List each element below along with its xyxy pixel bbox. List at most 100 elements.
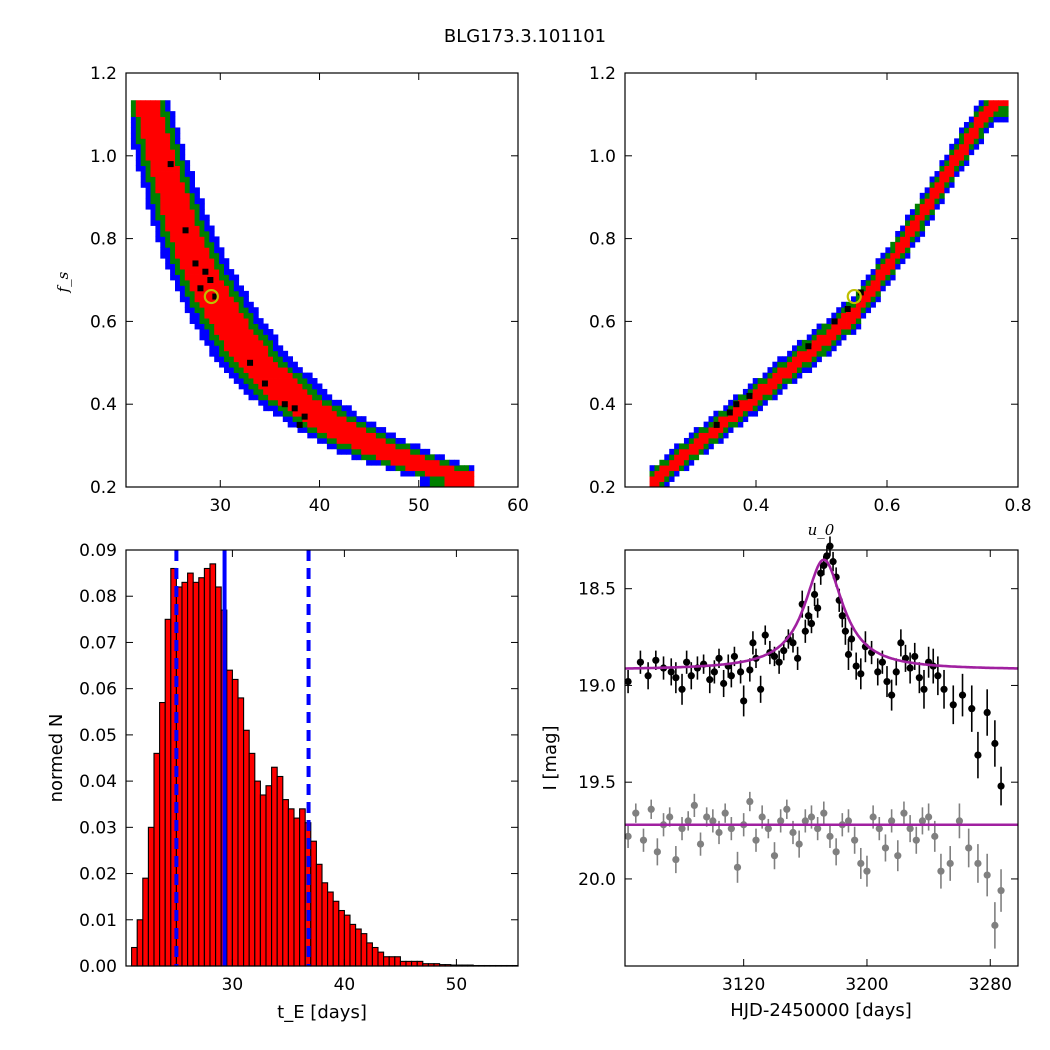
density-cell-outer bbox=[782, 383, 788, 390]
density-cell-inner bbox=[356, 427, 362, 433]
density-cell-outer bbox=[939, 198, 945, 205]
density-cell-mid bbox=[890, 241, 896, 248]
density-cell-inner bbox=[199, 301, 205, 308]
density-cell-mid bbox=[429, 476, 436, 482]
density-cell-outer bbox=[390, 432, 396, 439]
density-cell-inner bbox=[228, 345, 235, 352]
density-cell-mid bbox=[292, 372, 298, 379]
histogram-bar bbox=[416, 960, 424, 967]
histogram-bar bbox=[355, 928, 362, 967]
density-cell-outer bbox=[297, 367, 303, 374]
density-cell-mid bbox=[199, 318, 205, 324]
density-cell-mid bbox=[679, 465, 685, 472]
density-cell-outer bbox=[209, 230, 215, 237]
density-cell-inner bbox=[209, 285, 215, 292]
density-cell-mid bbox=[258, 388, 264, 395]
density-cell-inner bbox=[273, 367, 279, 374]
density-cell-outer bbox=[307, 378, 313, 384]
density-cell-inner bbox=[224, 307, 230, 314]
density-cell-inner bbox=[175, 236, 181, 243]
histogram-bar bbox=[271, 766, 278, 967]
density-cell-inner bbox=[905, 241, 911, 248]
x-tick-label: 60 bbox=[507, 496, 529, 516]
density-cell-inner bbox=[204, 285, 210, 292]
baseline-point bbox=[733, 863, 742, 871]
density-cell-inner bbox=[194, 290, 200, 297]
density-cell-mid bbox=[954, 165, 960, 172]
histogram-bar bbox=[136, 919, 144, 967]
density-cell-outer bbox=[170, 111, 176, 117]
density-cell-outer bbox=[385, 432, 391, 439]
density-cell-inner bbox=[292, 394, 298, 401]
density-cell-inner bbox=[777, 367, 783, 374]
light-curve-panel: 3120 3200 328018.519.019.520.0HJD-2450000 … bbox=[540, 536, 1019, 1021]
density-cell-outer bbox=[806, 334, 813, 341]
density-cell-mid bbox=[919, 225, 926, 232]
density-cell-inner bbox=[165, 214, 171, 221]
density-cell-outer bbox=[900, 225, 906, 232]
density-cell-inner bbox=[189, 214, 195, 221]
density-cell-mid bbox=[767, 372, 773, 379]
density-cell-inner bbox=[674, 465, 680, 472]
density-cell-inner bbox=[184, 192, 191, 199]
density-cell-mid bbox=[160, 230, 166, 237]
density-cell-mid bbox=[713, 416, 719, 423]
density-cell-mid bbox=[752, 383, 759, 390]
density-cell-mid bbox=[170, 132, 176, 139]
density-cell-mid bbox=[870, 296, 876, 303]
density-cell-mid bbox=[782, 378, 788, 384]
density-cell-inner bbox=[268, 388, 274, 395]
density-cell-mid bbox=[988, 116, 994, 123]
density-cell-outer bbox=[674, 443, 680, 450]
density-cell-outer bbox=[184, 171, 191, 177]
density-cell-inner bbox=[811, 345, 817, 352]
density-cell-mid bbox=[302, 378, 308, 384]
density-cell-mid bbox=[400, 465, 406, 472]
density-cell-inner bbox=[184, 230, 191, 237]
x-axis-label: t_E [days] bbox=[277, 1002, 367, 1023]
density-cell-outer bbox=[170, 274, 176, 281]
density-cell-mid bbox=[189, 290, 195, 297]
density-cell-inner bbox=[939, 181, 945, 188]
density-cell-outer bbox=[302, 427, 308, 433]
density-cell-mid bbox=[243, 372, 249, 379]
density-cell-outer bbox=[204, 334, 210, 341]
baseline-point bbox=[807, 813, 816, 821]
density-cell-outer bbox=[772, 394, 778, 401]
density-cell-inner bbox=[160, 171, 166, 177]
density-cell-mid bbox=[326, 399, 333, 406]
magnified-point bbox=[710, 668, 718, 676]
density-cell-mid bbox=[179, 160, 186, 167]
density-cell-inner bbox=[459, 476, 465, 482]
density-cell-outer bbox=[140, 181, 146, 188]
magnified-point bbox=[958, 691, 967, 699]
density-cell-outer bbox=[302, 372, 308, 379]
density-cell-outer bbox=[165, 258, 171, 265]
density-cell-outer bbox=[836, 307, 842, 314]
density-cell-inner bbox=[155, 127, 161, 134]
magnified-point bbox=[624, 677, 632, 686]
density-cell-inner bbox=[199, 280, 205, 286]
density-cell-outer bbox=[934, 171, 940, 177]
density-cell-outer bbox=[307, 432, 313, 439]
density-cell-inner bbox=[268, 356, 274, 363]
density-cell-inner bbox=[165, 154, 171, 161]
magnified-point bbox=[775, 658, 783, 666]
magnified-point bbox=[920, 685, 928, 693]
density-cell-inner bbox=[204, 263, 210, 270]
density-cell-mid bbox=[434, 476, 440, 482]
histogram-bar bbox=[131, 946, 138, 967]
density-cell-outer bbox=[194, 318, 200, 324]
density-cell-inner bbox=[155, 116, 161, 123]
density-cell-outer bbox=[683, 437, 690, 444]
density-cell-inner bbox=[175, 230, 181, 237]
density-cell-inner bbox=[292, 378, 298, 384]
density-cell-inner bbox=[243, 334, 249, 341]
density-cell-inner bbox=[175, 220, 181, 226]
density-cell-outer bbox=[924, 220, 930, 226]
density-cell-peak bbox=[726, 409, 733, 416]
density-cell-inner bbox=[199, 290, 205, 297]
density-cell-mid bbox=[165, 236, 171, 243]
density-cell-inner bbox=[228, 350, 235, 357]
density-cell-outer bbox=[130, 132, 137, 139]
